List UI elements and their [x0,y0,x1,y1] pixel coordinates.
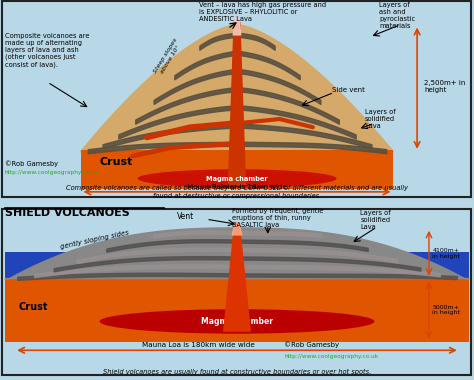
Ellipse shape [137,169,337,188]
Text: 2,500m+ in
height: 2,500m+ in height [424,80,465,93]
Text: Layers of
solidified
Lava: Layers of solidified Lava [360,211,391,230]
Text: Magma chamber: Magma chamber [201,317,273,326]
Text: Side vent: Side vent [332,87,365,93]
Text: http://www.coolgeography.co.uk: http://www.coolgeography.co.uk [5,171,99,176]
Bar [5,252,469,279]
Bar [81,150,393,189]
Text: SHIELD VOLCANOES: SHIELD VOLCANOES [5,208,129,218]
Text: Layers of
solidified
Lava: Layers of solidified Lava [365,109,396,129]
Text: Vent – lava has high gas pressure and
is EXPLOSIVE – RHYLOLITIC or
ANDESITIC Lav: Vent – lava has high gas pressure and is… [199,2,326,22]
Text: Steep slopes
above 10°: Steep slopes above 10° [153,38,183,78]
Text: ©Rob Gamesby: ©Rob Gamesby [284,341,339,348]
Text: 5000m+
in height: 5000m+ in height [432,305,460,315]
Text: Crust: Crust [19,302,48,312]
Text: Layers of
ash and
pyroclastic
materials: Layers of ash and pyroclastic materials [379,2,415,29]
Bar [5,279,469,342]
Polygon shape [224,225,250,331]
Text: Crust: Crust [100,157,133,167]
Text: http://www.coolgeography.co.uk: http://www.coolgeography.co.uk [284,354,379,359]
Polygon shape [233,19,241,35]
Text: Mount Rainier is 18km wide: Mount Rainier is 18km wide [187,184,287,190]
Text: gently sloping sides: gently sloping sides [60,229,130,250]
Text: Composite volcanoes are called so because they are COMPOSED of different materia: Composite volcanoes are called so becaus… [66,185,408,199]
Text: Mauna Loa is 180km wide wide: Mauna Loa is 180km wide wide [142,342,255,348]
Text: Vent: Vent [177,212,194,221]
Text: Magma chamber: Magma chamber [206,176,268,182]
Text: ©Rob Gamesby: ©Rob Gamesby [5,161,58,167]
Polygon shape [81,25,393,152]
Ellipse shape [100,309,374,334]
Text: Shield volcanoes are usually found at constructive boundaries or over hot spots.: Shield volcanoes are usually found at co… [103,369,371,375]
Text: Composite volcanoes are
made up of alternating
layers of lava and ash
(other vol: Composite volcanoes are made up of alter… [5,33,89,68]
Polygon shape [228,22,246,185]
Polygon shape [5,228,469,279]
Text: 4100m+
in height: 4100m+ in height [432,248,460,259]
Text: Formed by frequent, gentle
eruptions of thin, runny
BASALTIC lava: Formed by frequent, gentle eruptions of … [232,208,324,228]
Polygon shape [232,223,242,235]
